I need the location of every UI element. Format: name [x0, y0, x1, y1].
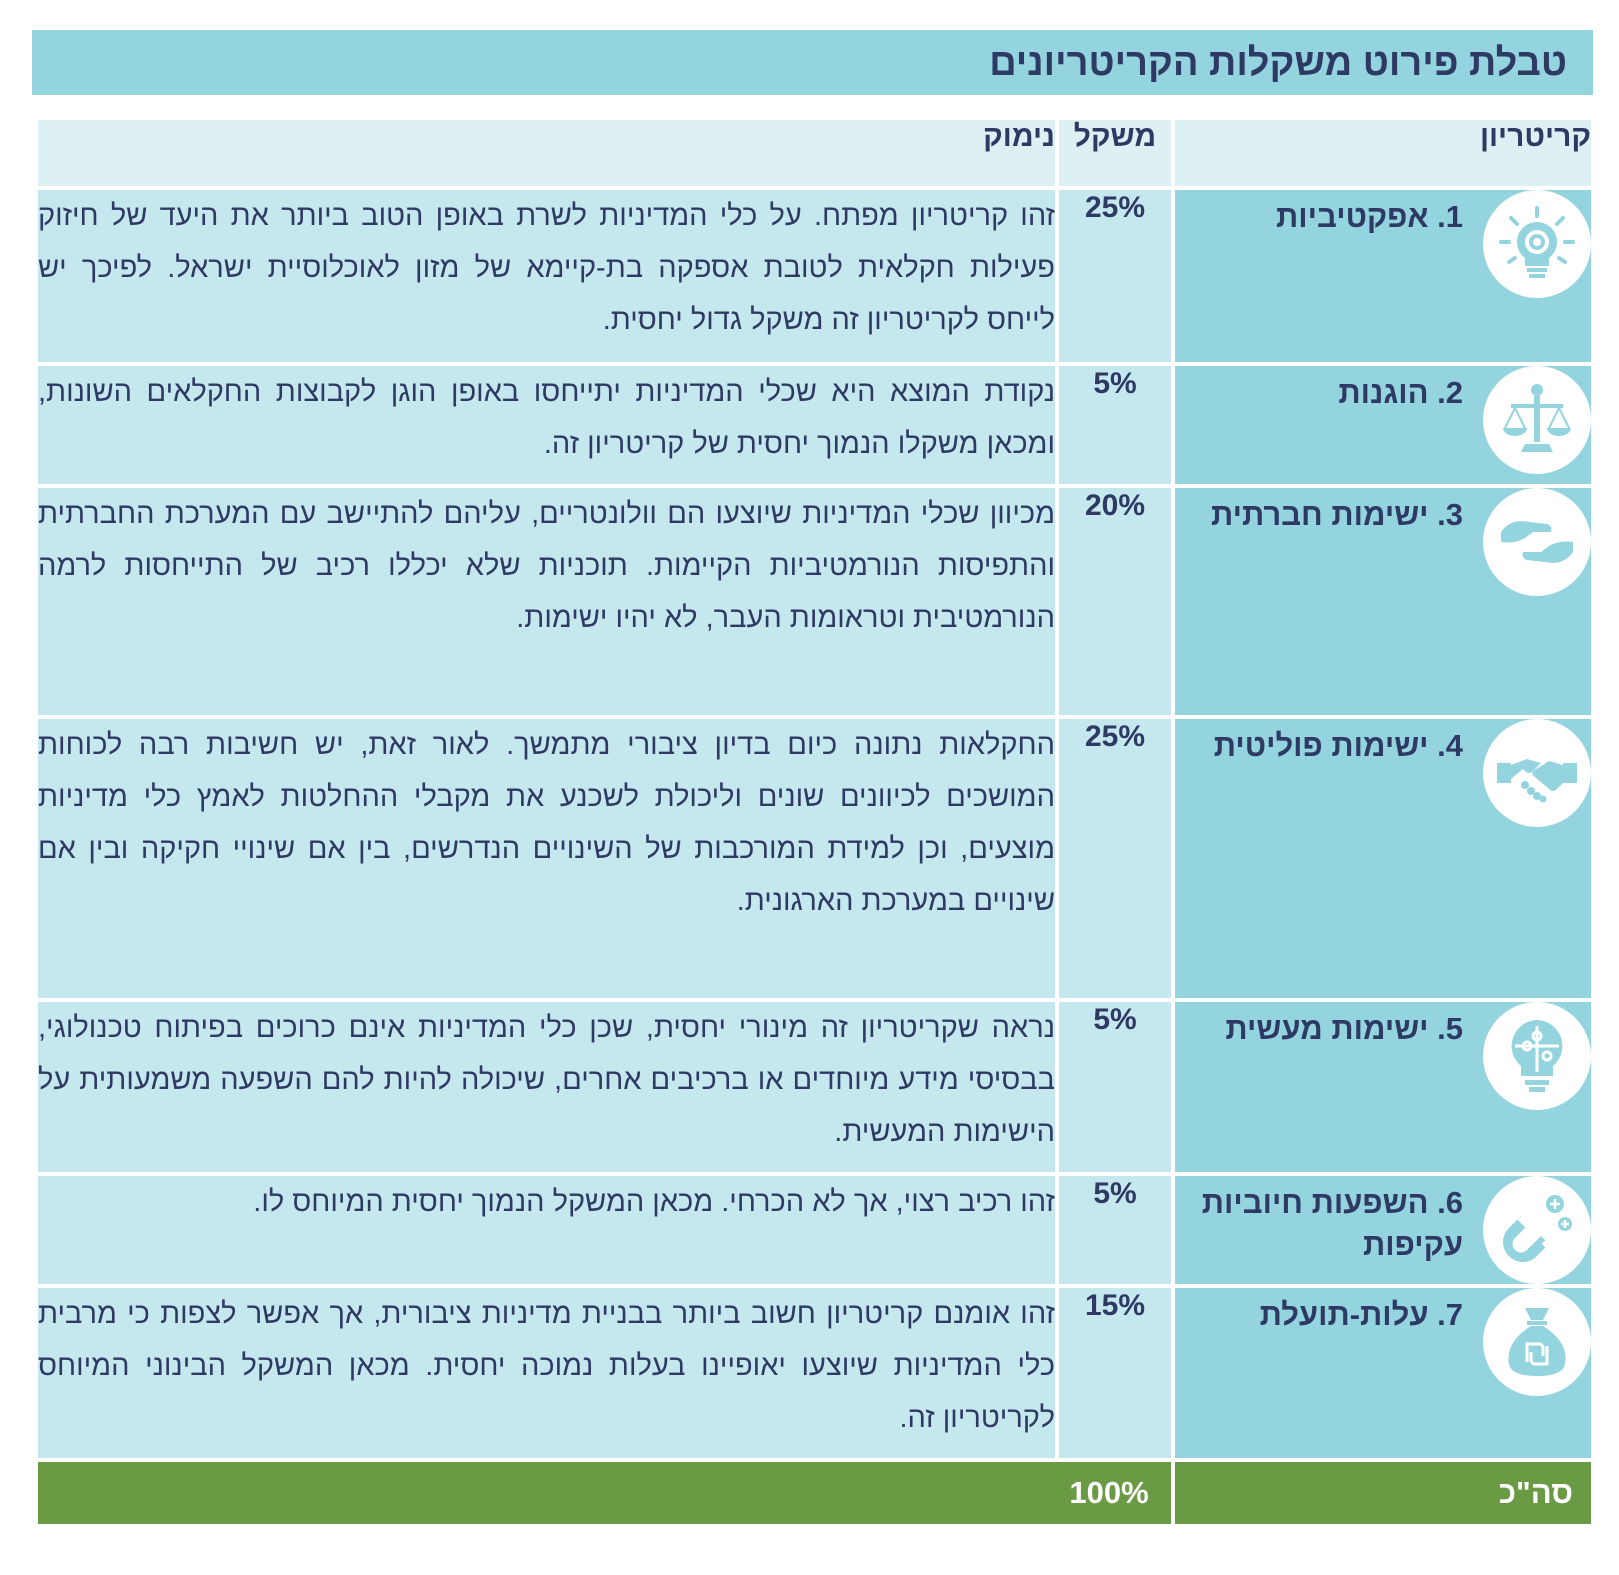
lightbulb-target-icon [1483, 190, 1591, 298]
criterion-cell: 7. עלות-תועלת [1171, 1284, 1595, 1462]
reasoning-cell: החקלאות נתונה כיום בדיון ציבורי מתמשך. ל… [34, 715, 1059, 1002]
header-weight: משקל [1055, 116, 1175, 190]
header-criterion: קריטריון [1171, 116, 1595, 190]
criterion-label: 3. ישימות חברתית [1211, 497, 1463, 532]
weight-cell: 5% [1055, 998, 1175, 1176]
total-row: סה"כ 100% [34, 1458, 1595, 1528]
hands-reaching-icon [1483, 488, 1591, 596]
table-row: 1. אפקטיביות 25% זהו קריטריון מפתח. על כ… [34, 186, 1595, 366]
reasoning-cell: זהו אומנם קריטריון חשוב ביותר בבניית מדי… [34, 1284, 1059, 1462]
weight-cell: 25% [1055, 715, 1175, 1002]
criterion-label: 2. הוגנות [1338, 375, 1463, 410]
criterion-label: 1. אפקטיביות [1276, 199, 1463, 234]
criteria-table: קריטריון משקל נימוק [34, 116, 1595, 1528]
magnet-plus-icon [1483, 1176, 1591, 1284]
criterion-cell: 6. השפעות חיוביות עקיפות [1171, 1172, 1595, 1288]
page-title: טבלת פירוט משקלות הקריטריונים [989, 41, 1567, 84]
header-reasoning: נימוק [34, 116, 1059, 190]
reasoning-cell: נראה שקריטריון זה מינורי יחסית, שכן כלי … [34, 998, 1059, 1176]
criterion-cell: 3. ישימות חברתית [1171, 484, 1595, 719]
reasoning-cell: מכיוון שכלי המדיניות שיוצעו הם וולונטריי… [34, 484, 1059, 719]
reasoning-cell: זהו רכיב רצוי, אך לא הכרחי. מכאן המשקל ה… [34, 1172, 1059, 1288]
weight-cell: 5% [1055, 1172, 1175, 1288]
weight-cell: 5% [1055, 362, 1175, 488]
table-header: קריטריון משקל נימוק [34, 116, 1595, 190]
title-bar: טבלת פירוט משקלות הקריטריונים [32, 30, 1593, 95]
weight-cell: 20% [1055, 484, 1175, 719]
weight-cell: 25% [1055, 186, 1175, 366]
criterion-label: 7. עלות-תועלת [1259, 1297, 1463, 1332]
scales-icon [1483, 366, 1591, 474]
total-label: סה"כ [1171, 1458, 1595, 1528]
criterion-cell: 4. ישימות פוליטית [1171, 715, 1595, 1002]
table-row: 2. הוגנות 5% נקודת המוצא היא שכלי המדיני… [34, 362, 1595, 488]
criterion-label: 5. ישימות מעשית [1225, 1011, 1463, 1046]
table-row: 6. השפעות חיוביות עקיפות 5% זהו רכיב רצו… [34, 1172, 1595, 1288]
money-bag-shekel-icon [1483, 1288, 1591, 1396]
criterion-label: 4. ישימות פוליטית [1213, 728, 1463, 763]
total-weight: 100% [1069, 1475, 1149, 1510]
lightbulb-puzzle-icon [1483, 1002, 1591, 1110]
handshake-icon [1483, 719, 1591, 827]
table-row: 3. ישימות חברתית 20% מכיוון שכלי המדיניו… [34, 484, 1595, 719]
criterion-cell: 5. ישימות מעשית [1171, 998, 1595, 1176]
reasoning-cell: נקודת המוצא היא שכלי המדיניות יתייחסו בא… [34, 362, 1059, 488]
criterion-cell: 2. הוגנות [1171, 362, 1595, 488]
criterion-label: 6. השפעות חיוביות עקיפות [1201, 1185, 1463, 1262]
table-row: 5. ישימות מעשית 5% נראה שקריטריון זה מינ… [34, 998, 1595, 1176]
reasoning-cell: זהו קריטריון מפתח. על כלי המדיניות לשרת … [34, 186, 1059, 366]
table-row: 7. עלות-תועלת 15% זהו אומנם קריטריון חשו… [34, 1284, 1595, 1462]
table-row: 4. ישימות פוליטית 25% החקלאות נתונה כיום… [34, 715, 1595, 1002]
weight-cell: 15% [1055, 1284, 1175, 1462]
criterion-cell: 1. אפקטיביות [1171, 186, 1595, 366]
total-weight-cell: 100% [34, 1458, 1175, 1528]
